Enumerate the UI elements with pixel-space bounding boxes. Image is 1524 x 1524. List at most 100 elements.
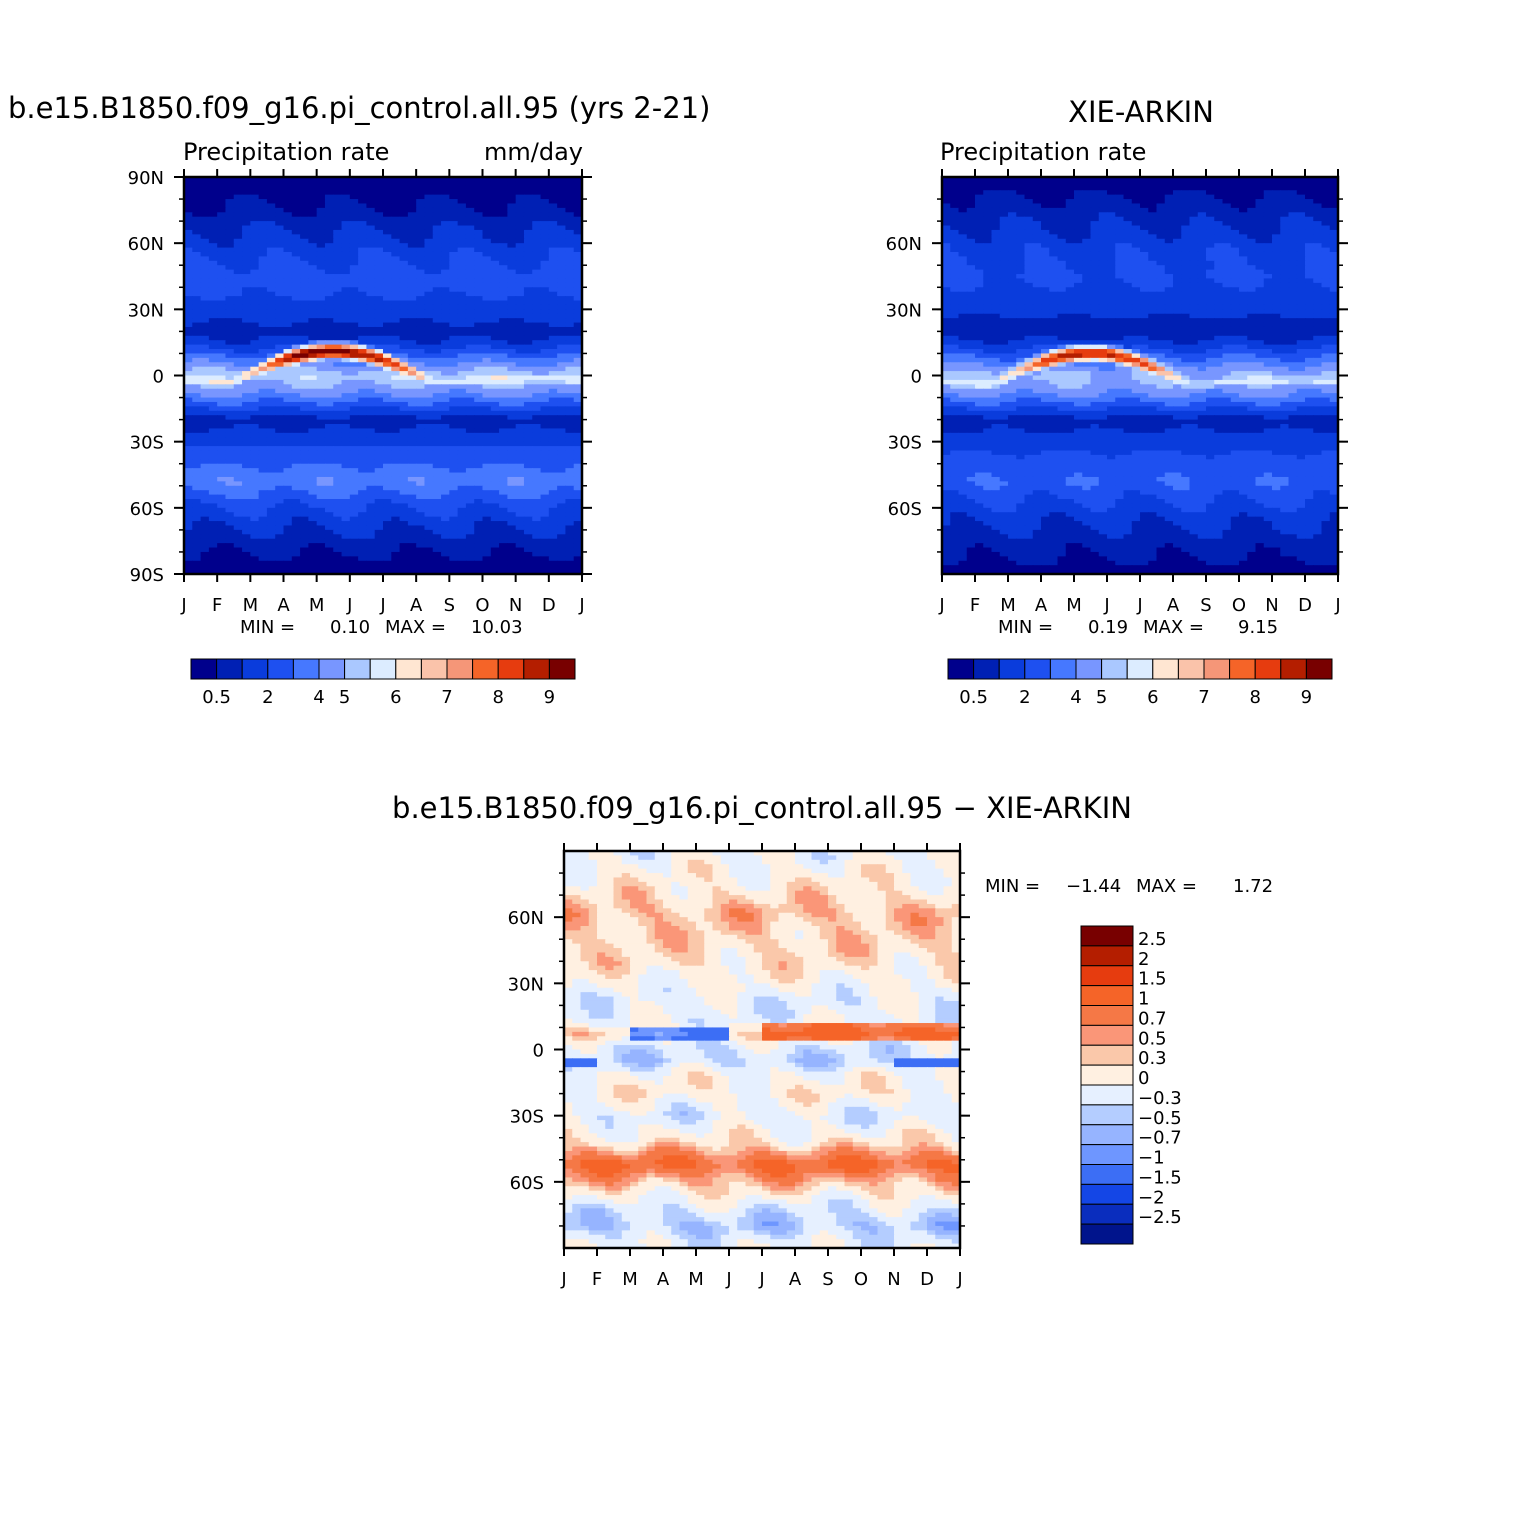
- field-cell: [540, 371, 550, 377]
- field-cell: [324, 428, 334, 434]
- field-cell: [1148, 216, 1158, 222]
- field-cell: [333, 340, 343, 346]
- field-cell: [349, 216, 359, 222]
- field-cell: [407, 503, 417, 509]
- field-cell: [424, 432, 434, 438]
- field-cell: [366, 251, 376, 257]
- field-cell: [457, 318, 467, 324]
- field-cell: [507, 397, 517, 403]
- field-cell: [366, 212, 376, 218]
- field-cell: [457, 419, 467, 425]
- field-cell: [432, 437, 442, 443]
- field-cell: [200, 274, 210, 280]
- field-cell: [416, 468, 426, 474]
- field-cell: [515, 304, 525, 310]
- field-cell: [308, 556, 318, 562]
- field-cell: [283, 446, 293, 452]
- field-cell: [1272, 181, 1281, 187]
- field-cell: [557, 238, 567, 244]
- field-cell: [565, 243, 575, 249]
- field-cell: [291, 472, 301, 478]
- field-cell: [349, 529, 359, 535]
- field-cell: [432, 401, 442, 407]
- field-cell: [266, 260, 276, 266]
- field-cell: [399, 419, 409, 425]
- field-cell: [300, 260, 309, 266]
- field-cell: [407, 340, 417, 346]
- field-cell: [258, 401, 268, 407]
- field-cell: [341, 251, 351, 257]
- field-cell: [233, 304, 243, 310]
- field-cell: [523, 406, 533, 412]
- field-cell: [565, 397, 575, 403]
- field-cell: [942, 212, 951, 218]
- field-cell: [482, 265, 492, 271]
- field-cell: [266, 529, 276, 535]
- field-cell: [548, 419, 558, 425]
- field-cell: [1098, 203, 1108, 209]
- field-cell: [1148, 181, 1158, 187]
- field-cell: [324, 375, 334, 381]
- field-cell: [424, 472, 434, 478]
- field-cell: [341, 243, 351, 249]
- field-cell: [557, 503, 567, 509]
- field-cell: [283, 393, 293, 399]
- field-cell: [540, 181, 550, 187]
- field-cell: [217, 384, 227, 390]
- field-cell: [424, 216, 434, 222]
- field-cell: [1032, 221, 1042, 227]
- field-cell: [407, 247, 417, 253]
- field-cell: [540, 256, 550, 262]
- field-cell: [523, 247, 533, 253]
- field-cell: [200, 512, 210, 518]
- field-cell: [383, 234, 392, 240]
- field-cell: [416, 362, 426, 368]
- field-cell: [565, 207, 575, 213]
- field-cell: [184, 450, 193, 456]
- field-cell: [1156, 212, 1166, 218]
- field-cell: [192, 282, 202, 288]
- field-cell: [250, 212, 260, 218]
- field-cell: [192, 269, 202, 275]
- field-cell: [324, 534, 334, 540]
- field-cell: [465, 274, 475, 280]
- field-cell: [1148, 190, 1158, 196]
- field-cell: [258, 177, 268, 183]
- field-cell: [383, 551, 392, 557]
- field-cell: [482, 190, 492, 196]
- field-cell: [548, 282, 558, 288]
- field-cell: [532, 490, 542, 496]
- field-cell: [399, 476, 409, 482]
- field-cell: [308, 366, 318, 372]
- field-cell: [275, 481, 285, 487]
- field-cell: [457, 371, 467, 377]
- field-cell: [441, 304, 450, 310]
- field-cell: [349, 269, 359, 275]
- field-cell: [1230, 216, 1240, 222]
- field-cell: [432, 534, 442, 540]
- field-cell: [465, 424, 475, 430]
- field-cell: [1239, 221, 1248, 227]
- field-cell: [333, 256, 343, 262]
- field-cell: [515, 507, 525, 513]
- field-cell: [482, 221, 492, 227]
- field-cell: [291, 401, 301, 407]
- field-cell: [300, 397, 309, 403]
- field-cell: [1321, 212, 1331, 218]
- field-cell: [275, 499, 285, 505]
- field-cell: [490, 463, 500, 469]
- field-cell: [242, 331, 251, 337]
- field-cell: [349, 304, 359, 310]
- field-cell: [1065, 190, 1075, 196]
- field-cell: [416, 353, 426, 359]
- field-cell: [424, 499, 434, 505]
- field-cell: [532, 256, 542, 262]
- field-cell: [333, 521, 343, 527]
- field-cell: [308, 278, 318, 284]
- field-cell: [275, 318, 285, 324]
- field-cell: [383, 525, 392, 531]
- field-cell: [300, 490, 309, 496]
- field-cell: [374, 481, 384, 487]
- field-cell: [523, 269, 533, 275]
- field-cell: [1008, 207, 1017, 213]
